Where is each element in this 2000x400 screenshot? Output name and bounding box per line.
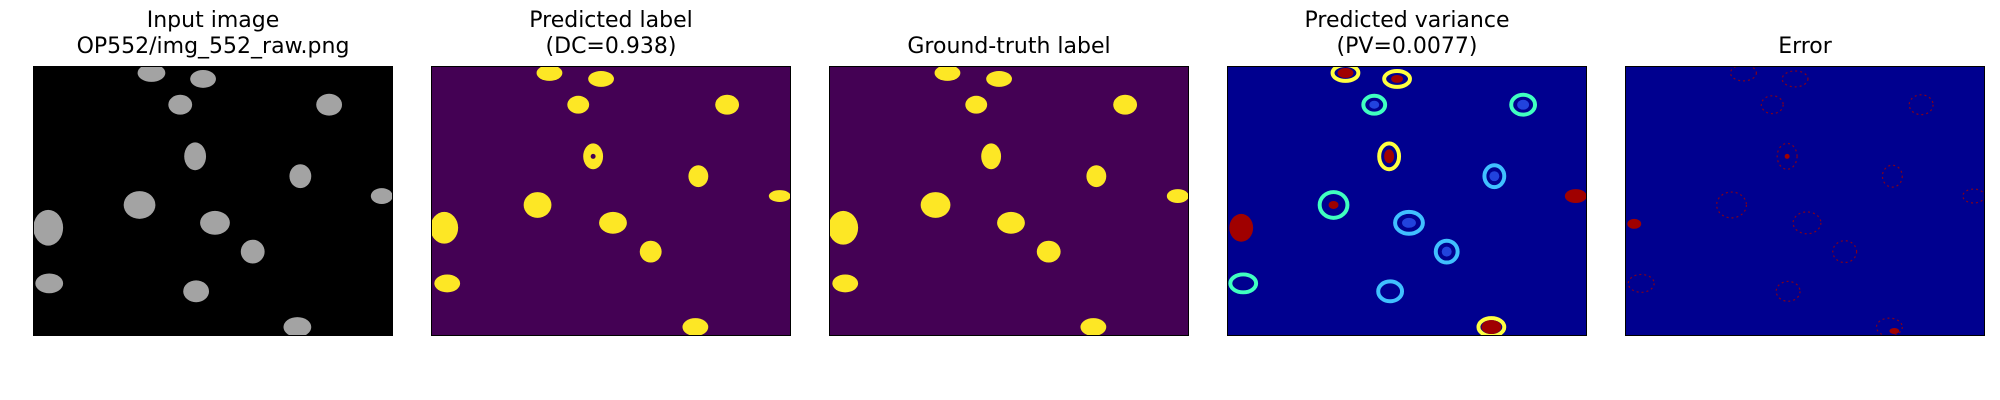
panel-title: Input image OP552/img_552_raw.png (33, 8, 393, 60)
title-line-1: Predicted label (529, 8, 693, 33)
error-image (1625, 66, 1985, 336)
predicted-label-image (431, 66, 791, 336)
panel-predicted-label: Predicted label (DC=0.938) (431, 0, 791, 400)
panel-error: Error (1625, 0, 1985, 400)
predicted-variance-image (1227, 66, 1587, 336)
input-image (33, 66, 393, 336)
panel-title: Predicted label (DC=0.938) (431, 8, 791, 60)
panel-predicted-variance: Predicted variance (PV=0.0077) (1227, 0, 1587, 400)
panel-title: Predicted variance (PV=0.0077) (1227, 8, 1587, 60)
title-line-1: Predicted variance (1304, 8, 1510, 33)
panel-title: Error (1625, 8, 1985, 60)
title-line-1: Input image (146, 8, 280, 33)
title-line-2: OP552/img_552_raw.png (76, 34, 350, 59)
title-line-2: (PV=0.0077) (1336, 34, 1478, 59)
ground-truth-image (829, 66, 1189, 336)
title-line-2: Error (1778, 34, 1832, 59)
panel-input-image: Input image OP552/img_552_raw.png (33, 0, 393, 400)
variance-heatmap (1228, 67, 1586, 335)
input-image-cells (34, 67, 392, 335)
error-map (1627, 67, 1984, 335)
panel-ground-truth-label: Ground-truth label (829, 0, 1189, 400)
panel-title: Ground-truth label (829, 8, 1189, 60)
title-line-2: Ground-truth label (907, 34, 1111, 59)
title-line-2: (DC=0.938) (545, 34, 677, 59)
ground-truth-masks (830, 67, 1188, 335)
predicted-label-masks (432, 67, 790, 335)
